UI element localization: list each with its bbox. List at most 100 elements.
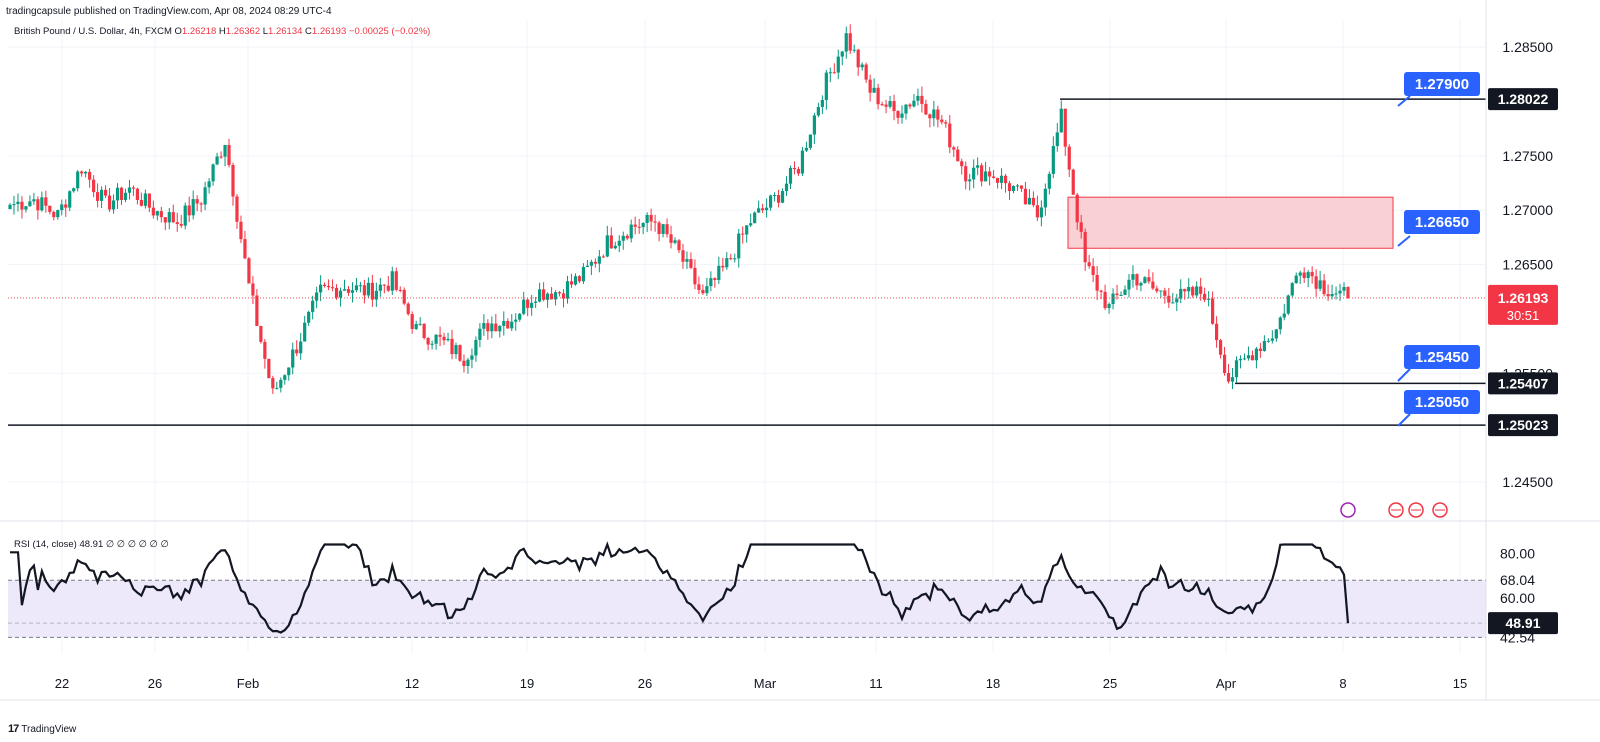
candle-body [84,171,88,174]
candle-body [1298,272,1302,276]
candle-body [1203,293,1207,300]
candle-body [1115,293,1119,296]
candle-body [673,240,677,243]
candle-body [283,375,287,380]
candle-body [442,336,446,341]
candle-body [713,278,717,280]
candle-body [1211,298,1215,324]
candle-body [299,341,303,354]
candle-body [231,164,235,197]
candle-body [382,284,386,286]
candle-body [271,378,275,389]
price-tick-label: 1.27500 [1502,148,1553,164]
time-label: 25 [1103,676,1117,691]
candle-body [1023,188,1028,205]
candle-body [804,147,809,151]
candle-body [1290,283,1294,296]
close-label: C [305,26,312,37]
candle-body [952,147,956,150]
candle-body [1191,287,1195,296]
candle-body [924,103,928,115]
callout-box [1404,345,1480,369]
price-tick-label: 1.28500 [1502,39,1553,55]
candle-body [972,167,976,180]
candle-body [76,171,80,189]
candle-body [1123,289,1127,295]
candle-body [832,72,836,74]
candle-body [557,292,562,294]
lightning-icon [1340,502,1356,518]
candle-body [808,134,813,148]
candle-body [753,212,757,224]
candle-body [1003,175,1008,184]
candle-body [8,204,12,210]
candle-body [490,323,494,332]
candle-body [589,261,593,266]
countdown-text: 30:51 [1507,308,1540,323]
candle-body [1143,277,1147,284]
candle-body [669,234,673,243]
candle-body [147,193,151,208]
candle-body [940,119,944,123]
candle-body [601,256,605,258]
candle-body [263,341,267,359]
candle-body [1083,231,1087,263]
candle-body [844,33,848,52]
resistance-zone [1067,196,1394,249]
candle-body [637,226,641,228]
candle-body [1346,286,1350,298]
candle-body [896,111,900,118]
candle-body [836,56,840,73]
candle-body [1139,283,1143,286]
candle-body [143,193,147,206]
candle-body [330,287,335,289]
rsi-current-tag [1488,612,1558,635]
candle-body [991,176,996,178]
candle-body [68,191,72,208]
candle-body [1266,340,1270,342]
candle-body [585,265,590,268]
candle-body [856,49,860,68]
candle-body [1302,272,1306,278]
candle-body [390,271,394,291]
horizontal-levels[interactable]: 1.28022 1.27900 1.25407 1.25450 1.25023 1.250… [8,72,1558,518]
candle-body [1187,287,1191,292]
candle-body [920,95,924,104]
callout-box [1404,390,1480,414]
candle-body [625,235,629,239]
candle-body [303,322,307,342]
candle-body [888,101,892,107]
candle-body [498,325,502,332]
candle-body [1199,286,1203,294]
candle-body [211,164,215,182]
candle-body [705,286,709,294]
candle-body [219,156,223,158]
candle-body [486,323,490,332]
rsi-title[interactable]: RSI (14, close) [14,539,77,550]
candle-body [577,276,582,282]
candle-body [988,171,992,177]
candle-body [434,334,438,344]
tradingview-logo[interactable]: 17 TradingView [8,723,76,735]
candle-body [1147,277,1151,282]
candle-body [1183,288,1187,292]
candle-body [155,211,159,216]
candle-body [928,114,932,119]
candlestick-series[interactable] [8,24,1486,394]
symbol-name[interactable]: British Pound / U.S. Dollar, 4h, FXCM [14,26,172,37]
level-value-tag [1488,88,1558,111]
candle-body [948,123,952,148]
time-label: 18 [986,676,1000,691]
candle-body [506,320,510,329]
candle-body [502,320,506,326]
candle-body [307,311,311,323]
candle-body [394,271,398,290]
zone-callout-box [1404,210,1480,234]
candle-body [1342,286,1346,291]
low-label: L [262,26,269,37]
candle-body [522,299,526,314]
candle-body [733,258,737,260]
candle-body [1318,280,1322,289]
